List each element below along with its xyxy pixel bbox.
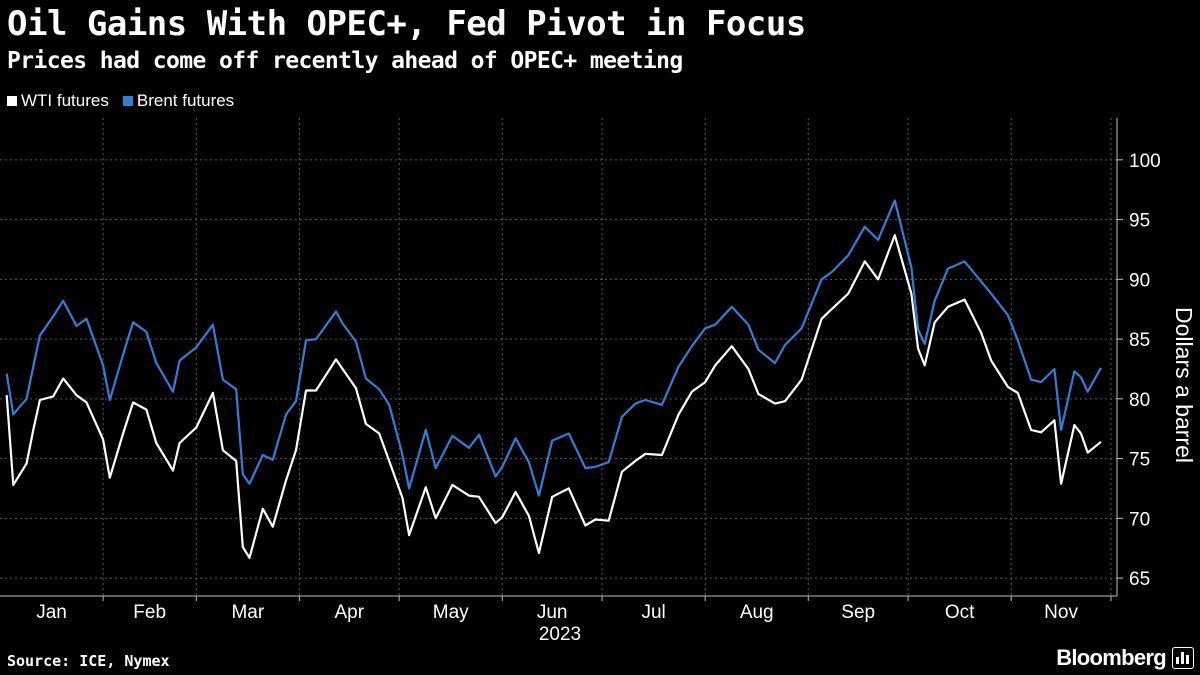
x-tick-label-nov: Nov [1044, 602, 1078, 623]
y-tick-label-75: 75 [1129, 450, 1150, 471]
x-tick-label-may: May [433, 602, 469, 623]
wti-series-line [5, 234, 1102, 559]
legend: WTI futures Brent futures [7, 90, 248, 112]
y-tick-label-90: 90 [1129, 270, 1150, 291]
x-tick-label-sep: Sep [841, 602, 875, 623]
bloomberg-wordmark: Bloomberg [1056, 645, 1167, 670]
legend-item-wti: WTI futures [7, 91, 109, 111]
series-lines [5, 199, 1102, 559]
x-tick-label-apr: Apr [334, 602, 364, 623]
bloomberg-logo: Bloomberg [1056, 645, 1194, 671]
grid-lines [0, 118, 1117, 596]
legend-label-brent: Brent futures [136, 91, 235, 110]
x-tick-label-aug: Aug [740, 602, 774, 623]
chart-title: Oil Gains With OPEC+, Fed Pivot in Focus [7, 4, 806, 44]
chart-subtitle: Prices had come off recently ahead of OP… [7, 48, 683, 74]
y-axis-title: Dollars a barrel [1171, 307, 1197, 463]
x-tick-label-oct: Oct [945, 602, 975, 623]
x-tick-label-jan: Jan [36, 602, 67, 623]
tick-labels: Jan Feb Mar Apr May Jun Jul Aug Sep Oct Nov 65 70 75 8… [36, 151, 1160, 623]
x-tick-label-jul: Jul [641, 602, 665, 623]
x-tick-label-feb: Feb [133, 602, 166, 623]
legend-label-wti: WTI futures [21, 91, 109, 110]
legend-swatch-brent [122, 96, 133, 106]
bloomberg-chart-icon [1172, 647, 1194, 669]
y-tick-label-95: 95 [1129, 211, 1150, 232]
y-tick-label-85: 85 [1129, 330, 1150, 351]
source-note: Source: ICE, Nymex [7, 652, 170, 670]
y-tick-label-70: 70 [1129, 509, 1150, 530]
y-tick-label-100: 100 [1129, 151, 1161, 172]
x-axis-year-label: 2023 [539, 624, 581, 645]
y-tick-label-80: 80 [1129, 390, 1150, 411]
brent-series-line [5, 199, 1102, 497]
x-tick-label-jun: Jun [537, 602, 568, 623]
axes [0, 118, 1123, 601]
legend-item-brent: Brent futures [122, 91, 235, 111]
y-tick-label-65: 65 [1129, 569, 1150, 590]
legend-swatch-wti [7, 96, 17, 106]
x-tick-label-mar: Mar [231, 602, 264, 623]
